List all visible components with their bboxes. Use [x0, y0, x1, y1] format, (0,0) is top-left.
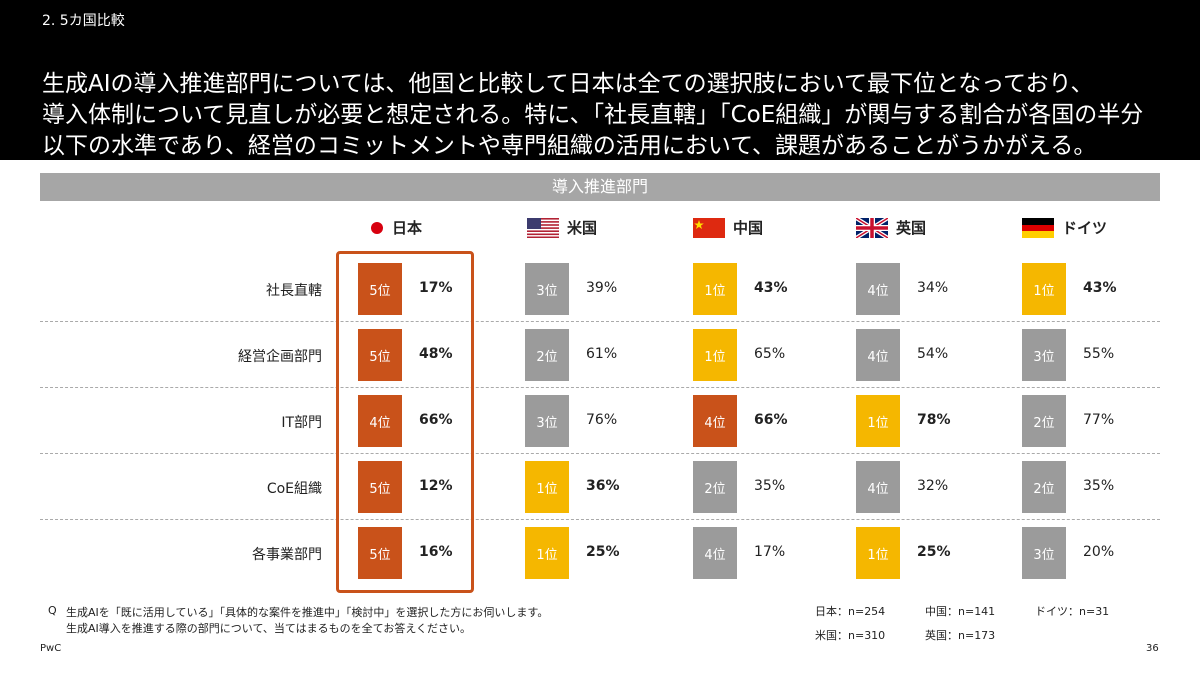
percent-value: 32%	[917, 478, 949, 494]
country-label: 中国	[733, 219, 764, 237]
country-label: ドイツ	[1062, 219, 1108, 237]
rank-badge: 1位	[693, 263, 737, 315]
percent-value: 39%	[586, 280, 618, 296]
footnote-line: 生成AI導入を推進する際の部門について、当てはまるものを全てお答えください。	[66, 622, 472, 635]
percent-value: 36%	[586, 478, 620, 494]
rank-badge: 4位	[856, 329, 900, 381]
rank-badge: 1位	[856, 527, 900, 579]
rank-badge: 2位	[693, 461, 737, 513]
country-header: ドイツ	[1022, 217, 1107, 238]
rank-badge: 3位	[1022, 527, 1066, 579]
percent-value: 55%	[1083, 346, 1115, 362]
rank-badge: 4位	[693, 527, 737, 579]
rank-badge: 1位	[1022, 263, 1066, 315]
percent-value: 54%	[917, 346, 949, 362]
percent-value: 66%	[419, 412, 453, 428]
flag	[1022, 217, 1054, 238]
rank-badge: 2位	[1022, 395, 1066, 447]
brand: PwC	[40, 643, 62, 654]
row-separator	[40, 387, 1160, 388]
percent-value: 61%	[586, 346, 618, 362]
footnote-marker: Q	[48, 604, 57, 617]
rank-badge: 5位	[358, 263, 402, 315]
flag	[371, 221, 383, 234]
sample-size: 中国：n=141	[925, 605, 996, 618]
rank-badge: 1位	[525, 461, 569, 513]
row-label: 経営企画部門	[238, 349, 322, 365]
sample-size: 日本：n=254	[815, 605, 886, 618]
section-label: 2. 5カ国比較	[42, 13, 125, 29]
lead-line: 導入体制について見直しが必要と想定される。特に、「社長直轄」「CoE組織」が関与…	[42, 102, 1144, 128]
rank-badge: 1位	[693, 329, 737, 381]
rank-badge: 5位	[358, 461, 402, 513]
percent-value: 35%	[1083, 478, 1115, 494]
percent-value: 76%	[586, 412, 618, 428]
rank-badge: 4位	[856, 461, 900, 513]
country-header: 英国	[856, 217, 926, 238]
row-separator	[40, 321, 1160, 322]
percent-value: 35%	[754, 478, 786, 494]
percent-value: 48%	[419, 346, 453, 362]
percent-value: 77%	[1083, 412, 1115, 428]
flag	[527, 217, 559, 238]
footnote-line: 生成AIを「既に活用している」「具体的な案件を推進中」「検討中」を選択した方にお…	[66, 606, 549, 619]
rank-badge: 4位	[856, 263, 900, 315]
percent-value: 25%	[917, 544, 951, 560]
percent-value: 20%	[1083, 544, 1115, 560]
rank-badge: 3位	[525, 263, 569, 315]
page-number: 36	[1146, 643, 1159, 654]
percent-value: 66%	[754, 412, 788, 428]
country-label: 英国	[896, 219, 927, 237]
country-header: 日本	[370, 217, 422, 238]
sample-size: 米国：n=310	[815, 629, 886, 642]
percent-value: 34%	[917, 280, 949, 296]
lead-line: 以下の水準であり、経営のコミットメントや専門組織の活用において、課題があることが…	[42, 133, 1097, 159]
percent-value: 17%	[754, 544, 786, 560]
flag	[856, 217, 888, 238]
flag	[693, 217, 725, 238]
percent-value: 17%	[419, 280, 453, 296]
rank-badge: 2位	[1022, 461, 1066, 513]
table-title: 導入推進部門	[40, 173, 1160, 201]
percent-value: 25%	[586, 544, 620, 560]
rank-badge: 3位	[1022, 329, 1066, 381]
country-header: 中国	[693, 217, 763, 238]
country-label: 日本	[392, 219, 423, 237]
row-separator	[40, 453, 1160, 454]
japan-highlight-frame	[336, 251, 474, 593]
percent-value: 43%	[1083, 280, 1117, 296]
country-label: 米国	[567, 219, 598, 237]
lead-line: 生成AIの導入推進部門については、他国と比較して日本は全ての選択肢において最下位…	[42, 71, 1094, 97]
rank-badge: 1位	[856, 395, 900, 447]
rank-badge: 4位	[693, 395, 737, 447]
rank-badge: 1位	[525, 527, 569, 579]
row-label: IT部門	[281, 415, 322, 431]
rank-badge: 3位	[525, 395, 569, 447]
percent-value: 16%	[419, 544, 453, 560]
row-separator	[40, 519, 1160, 520]
percent-value: 78%	[917, 412, 951, 428]
row-label: CoE組織	[266, 481, 322, 497]
rank-badge: 5位	[358, 527, 402, 579]
sample-size: 英国：n=173	[925, 629, 996, 642]
percent-value: 65%	[754, 346, 786, 362]
percent-value: 12%	[419, 478, 453, 494]
rank-badge: 2位	[525, 329, 569, 381]
rank-badge: 5位	[358, 329, 402, 381]
header: 2. 5カ国比較 生成AIの導入推進部門については、他国と比較して日本は全ての選…	[0, 0, 1200, 160]
row-label: 社長直轄	[266, 283, 322, 299]
rank-badge: 4位	[358, 395, 402, 447]
sample-size: ドイツ：n=31	[1035, 605, 1110, 618]
percent-value: 43%	[754, 280, 788, 296]
country-header: 米国	[527, 217, 597, 238]
row-label: 各事業部門	[252, 547, 322, 563]
